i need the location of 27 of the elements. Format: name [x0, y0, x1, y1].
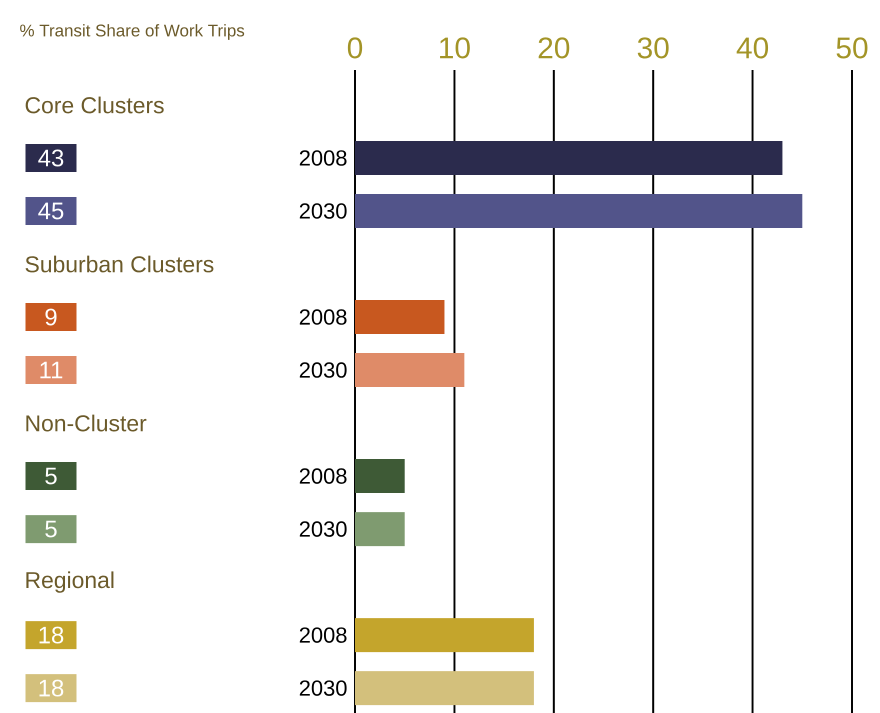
text: Core Clusters [26, 96, 164, 114]
text: Suburban Clusters [26, 256, 214, 272]
x-tick-label: 50 [836, 37, 868, 58]
data-label: 5 [45, 468, 57, 484]
x-tick-label: 0 [348, 37, 362, 58]
y-tick-label: 2008 [300, 309, 347, 325]
data-label: 9 [45, 308, 57, 326]
data-label: 5 [45, 520, 57, 538]
y-tick-label: 2008 [300, 150, 347, 166]
data-label: 18 [40, 680, 64, 697]
y-tick-label: 2030 [300, 362, 347, 378]
x-tick-label: 20 [538, 37, 570, 58]
text: Regional [26, 571, 114, 593]
data-label: 11 [40, 362, 62, 378]
y-tick-label: 2008 [300, 468, 347, 484]
data-label: 45 [38, 202, 64, 220]
x-tick-label: 40 [736, 37, 768, 58]
data-label: 18 [40, 626, 64, 644]
x-tick-label: 30 [638, 37, 669, 58]
y-tick-label: 2030 [300, 680, 347, 696]
text: % Transit Share of Work Trips [20, 24, 244, 40]
data-label: 43 [38, 150, 64, 166]
y-tick-label: 2030 [300, 521, 347, 537]
text: Non-Cluster [26, 414, 146, 432]
x-tick-label: 10 [440, 37, 470, 58]
y-tick-label: 2008 [300, 627, 347, 643]
y-tick-label: 2030 [300, 203, 347, 219]
